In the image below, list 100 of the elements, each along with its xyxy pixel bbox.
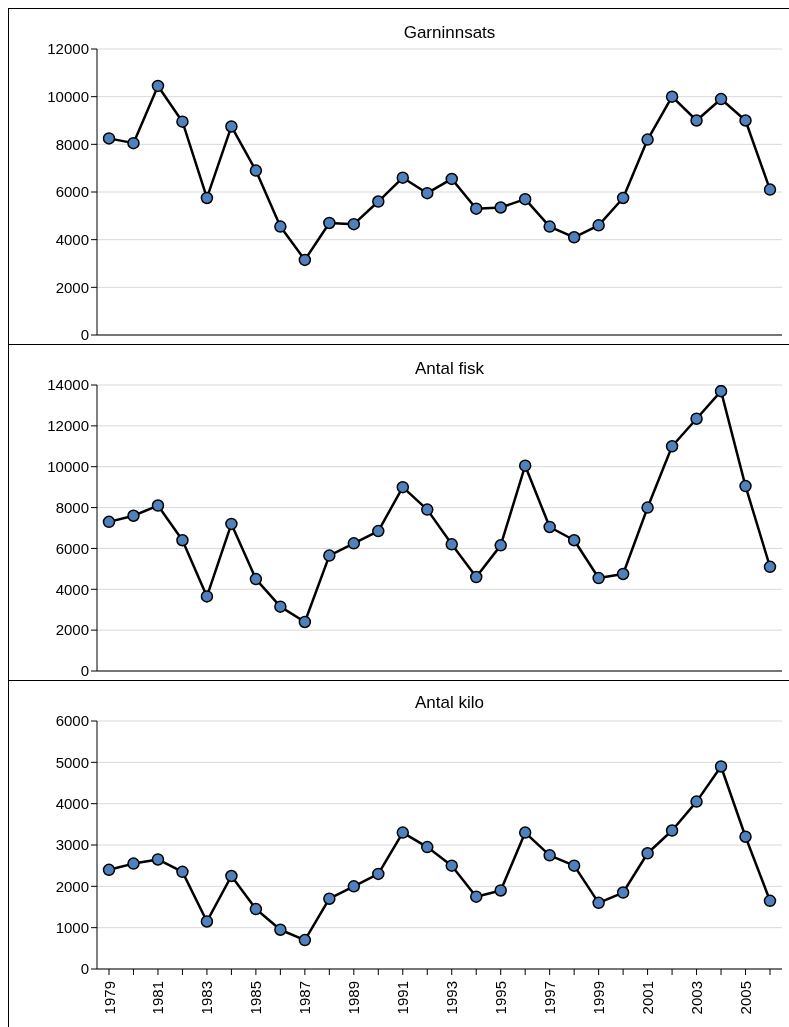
y-tick-label: 4000 — [55, 794, 89, 812]
x-tick-label: 2001 — [639, 981, 657, 1015]
y-tick-label: 1000 — [55, 918, 89, 936]
x-tick-label: 1979 — [100, 981, 118, 1015]
x-tick-label: 1993 — [443, 981, 461, 1015]
point — [151, 499, 165, 512]
y-tick-label: 2000 — [55, 278, 89, 296]
point — [494, 539, 507, 552]
point — [714, 385, 728, 398]
x-tick-label: 1997 — [541, 981, 559, 1015]
point — [592, 219, 605, 232]
x-tick-label: 2005 — [737, 981, 755, 1015]
point — [298, 615, 312, 629]
y-tick-label: 8000 — [55, 135, 89, 153]
point — [469, 570, 483, 584]
y-tick-label: 12000 — [47, 417, 89, 435]
point — [641, 847, 654, 860]
point — [543, 220, 556, 233]
point — [445, 172, 458, 186]
point — [543, 520, 556, 534]
point — [494, 201, 507, 214]
point — [518, 826, 532, 839]
x-tick-label: 1981 — [149, 981, 167, 1015]
x-tick-label: 1991 — [394, 981, 412, 1015]
point — [372, 867, 385, 881]
y-tick-label: 6000 — [55, 539, 89, 557]
x-tick-label: 1987 — [296, 981, 314, 1015]
y-tick-label: 10000 — [47, 87, 89, 105]
point — [249, 164, 263, 177]
point — [518, 459, 532, 472]
point — [102, 132, 116, 145]
point — [421, 840, 434, 854]
y-tick-label: 0 — [80, 326, 89, 344]
point — [200, 590, 214, 603]
point — [249, 902, 263, 916]
point — [347, 217, 361, 231]
x-tick-label: 1983 — [198, 981, 216, 1015]
chart-title: Garninnsats — [403, 23, 496, 42]
y-tick-label: 8000 — [55, 498, 89, 516]
point — [763, 894, 777, 908]
point — [323, 549, 336, 562]
x-tick-label: 2003 — [688, 981, 706, 1015]
point — [200, 915, 214, 928]
point — [396, 826, 410, 839]
y-tick-label: 14000 — [47, 376, 89, 394]
point — [567, 534, 581, 547]
point — [469, 202, 483, 215]
point — [616, 886, 630, 899]
point — [567, 859, 581, 872]
y-tick-label: 3000 — [55, 836, 89, 854]
point — [151, 853, 165, 866]
point — [665, 824, 679, 837]
point — [151, 79, 165, 93]
point — [176, 865, 189, 879]
point — [127, 509, 140, 522]
point — [592, 896, 605, 910]
point — [396, 171, 410, 184]
point — [372, 524, 385, 538]
point — [323, 216, 336, 230]
x-tick-label: 1989 — [345, 981, 363, 1015]
point — [763, 560, 777, 574]
y-tick-label: 4000 — [55, 580, 89, 598]
point — [543, 849, 556, 862]
point — [396, 480, 410, 494]
point — [567, 231, 581, 244]
point — [690, 412, 703, 425]
point — [494, 884, 507, 897]
y-tick-label: 12000 — [47, 40, 89, 58]
point — [739, 114, 752, 127]
point — [225, 517, 238, 531]
point — [274, 600, 287, 613]
point — [298, 933, 312, 947]
y-tick-label: 2000 — [55, 877, 89, 895]
point — [421, 186, 434, 200]
point — [176, 115, 189, 128]
point — [763, 183, 777, 196]
chart-title: Antal kilo — [414, 693, 485, 713]
y-tick-label: 6000 — [55, 712, 89, 730]
point — [714, 92, 728, 106]
y-tick-label: 0 — [80, 960, 89, 978]
point — [372, 195, 385, 208]
point — [592, 571, 605, 585]
point — [690, 795, 703, 808]
point — [641, 501, 654, 514]
y-tick-label: 10000 — [47, 458, 89, 476]
point — [665, 440, 679, 453]
chart-title: Antal fisk — [415, 359, 484, 378]
point — [127, 857, 140, 870]
x-tick-label: 1985 — [247, 981, 265, 1015]
point — [200, 191, 214, 205]
point — [225, 120, 238, 133]
point — [469, 890, 483, 903]
point — [641, 133, 654, 146]
y-tick-label: 5000 — [55, 753, 89, 771]
point — [445, 538, 458, 551]
point — [225, 869, 238, 883]
point — [274, 220, 287, 233]
x-tick-label: 1995 — [492, 981, 510, 1015]
x-tick-label: 1999 — [590, 981, 608, 1015]
point — [298, 253, 312, 267]
